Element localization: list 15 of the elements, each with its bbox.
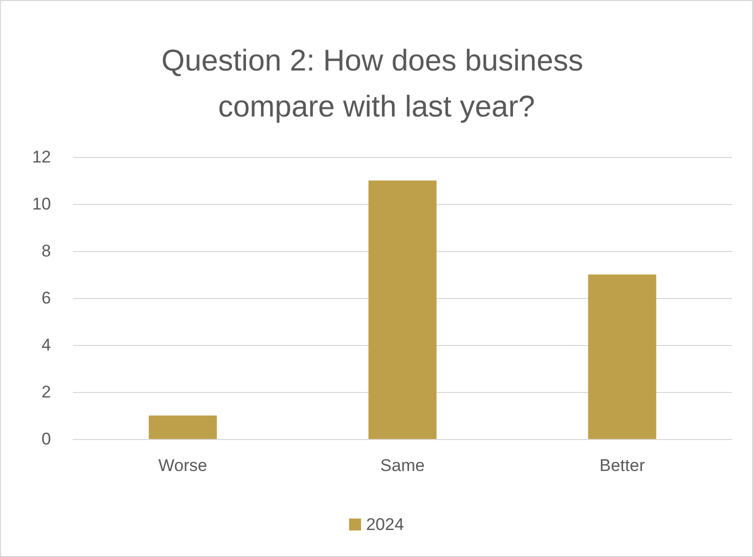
y-tick-label: 2 xyxy=(42,382,51,402)
bar xyxy=(148,416,217,439)
x-tick-label: Worse xyxy=(158,456,208,475)
y-tick-label: 8 xyxy=(42,242,51,260)
bar xyxy=(368,180,437,439)
y-tick-label: 6 xyxy=(42,288,51,308)
y-tick-label: 4 xyxy=(42,336,51,354)
legend-label: 2024 xyxy=(366,515,404,534)
y-tick-label: 12 xyxy=(32,148,51,166)
y-tick-label: 10 xyxy=(32,194,51,214)
bar xyxy=(588,274,656,439)
x-tick-label: Same xyxy=(380,456,425,475)
chart-title: Question 2: How does business compare with last year? xyxy=(161,44,592,124)
x-tick-label: Better xyxy=(599,456,646,475)
y-tick-label: 0 xyxy=(42,430,51,448)
